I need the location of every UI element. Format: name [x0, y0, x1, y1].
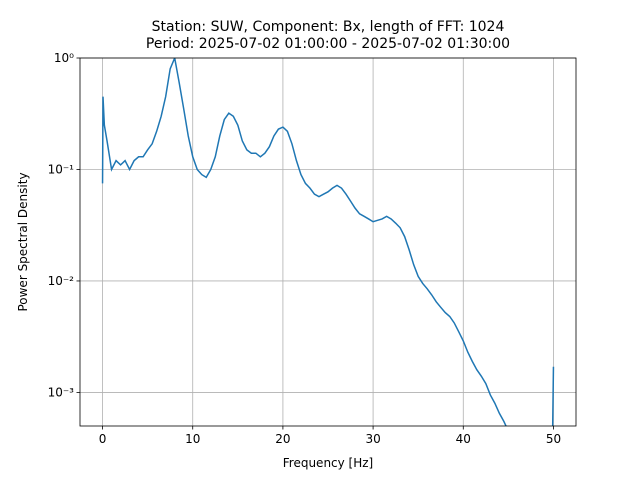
- x-tick-label: 10: [185, 432, 200, 446]
- chart-subtitle: Period: 2025-07-02 01:00:00 - 2025-07-02…: [146, 36, 510, 52]
- y-tick-label: 10⁻²: [48, 274, 75, 288]
- y-axis-label: Power Spectral Density: [16, 172, 30, 311]
- line: [101, 58, 555, 426]
- plot-area: [101, 58, 555, 426]
- x-tick-label: 50: [546, 432, 561, 446]
- axes-frame: [79, 57, 577, 427]
- chart-title: Station: SUW, Component: Bx, length of F…: [152, 19, 505, 35]
- x-tick-label: 0: [99, 432, 107, 446]
- y-tick-label: 10⁻¹: [48, 162, 75, 176]
- x-axis-label: Frequency [Hz]: [283, 456, 374, 470]
- y-tick-label: 10⁰: [54, 51, 74, 65]
- y-tick-label: 10⁻³: [48, 385, 75, 399]
- x-tick-label: 30: [365, 432, 380, 446]
- x-tick-label: 20: [275, 432, 290, 446]
- x-tick-label: 40: [456, 432, 471, 446]
